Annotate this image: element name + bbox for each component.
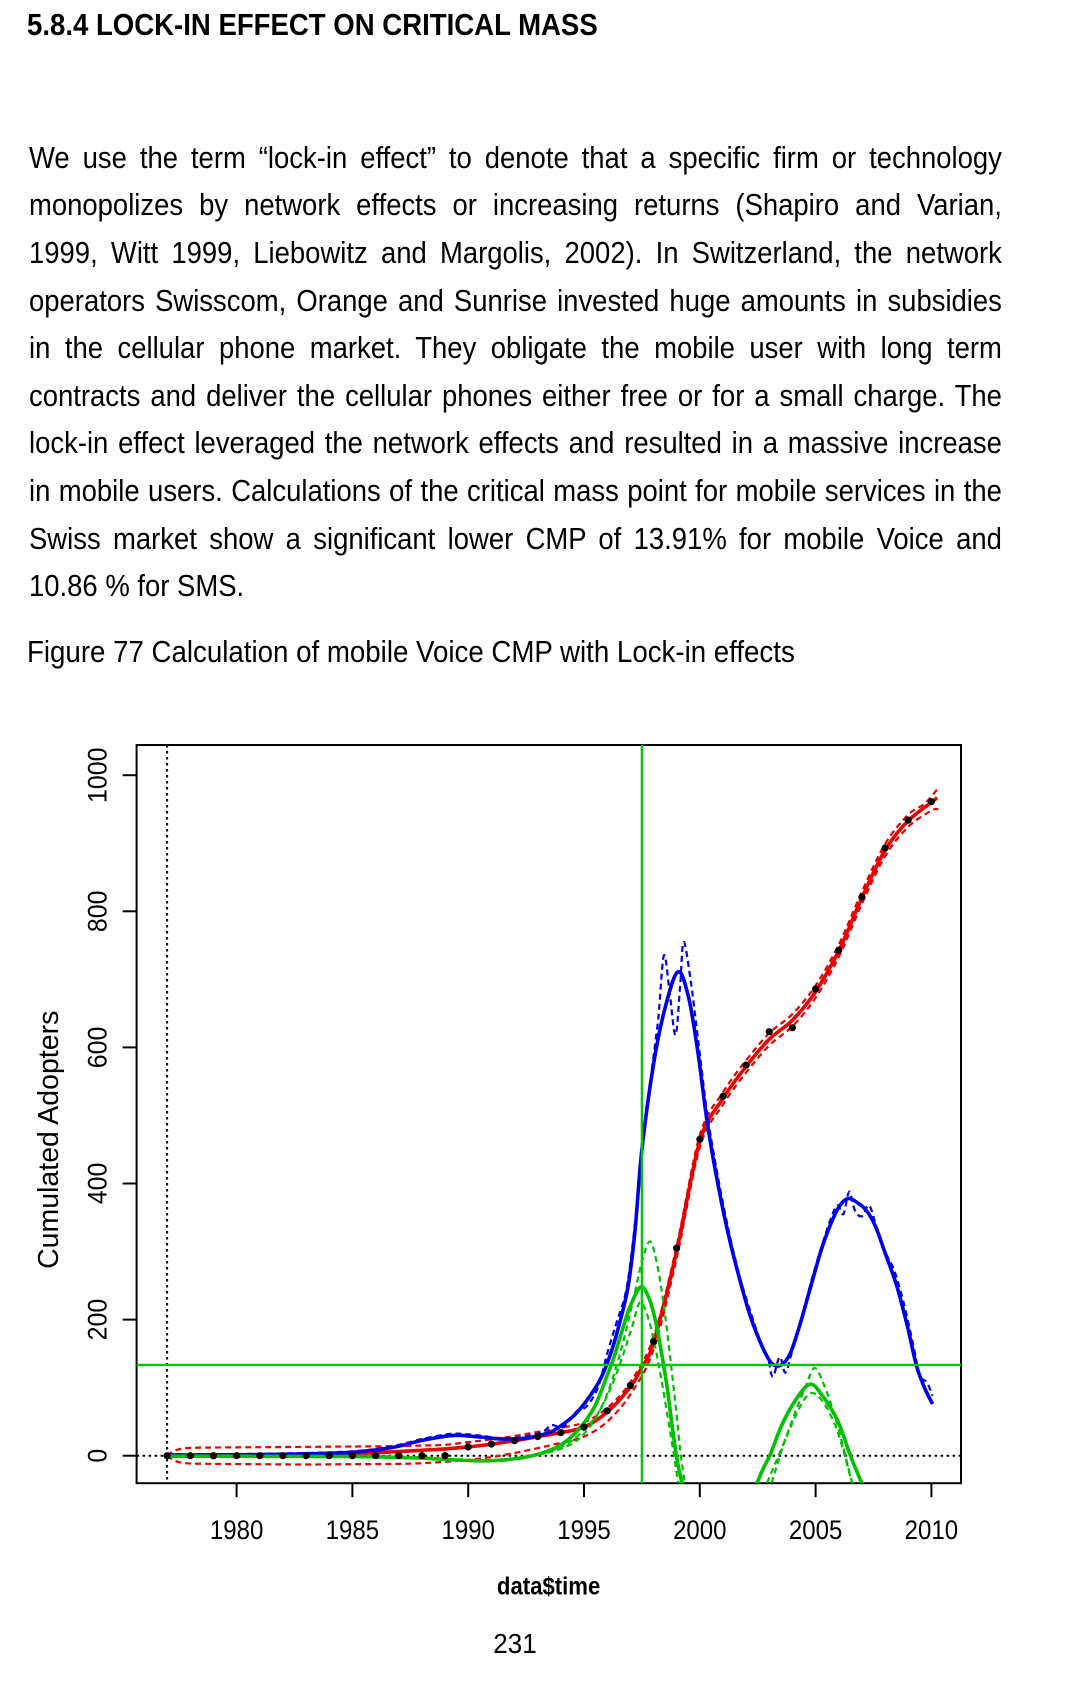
svg-text:200: 200 — [82, 1299, 113, 1341]
svg-text:1985: 1985 — [326, 1516, 379, 1546]
svg-text:2010: 2010 — [905, 1516, 958, 1546]
svg-text:0: 0 — [82, 1449, 113, 1463]
svg-text:1980: 1980 — [210, 1516, 263, 1546]
svg-text:Cumulated Adopters: Cumulated Adopters — [33, 1011, 65, 1269]
svg-text:600: 600 — [82, 1027, 113, 1069]
svg-text:2000: 2000 — [673, 1516, 726, 1546]
svg-text:400: 400 — [82, 1163, 113, 1205]
svg-text:1000: 1000 — [82, 747, 113, 802]
svg-text:2005: 2005 — [789, 1516, 842, 1546]
svg-text:1990: 1990 — [441, 1516, 494, 1546]
svg-text:231: 231 — [493, 1628, 536, 1659]
svg-text:1995: 1995 — [557, 1516, 610, 1546]
svg-text:data$time: data$time — [497, 1573, 600, 1601]
svg-text:800: 800 — [82, 890, 113, 932]
